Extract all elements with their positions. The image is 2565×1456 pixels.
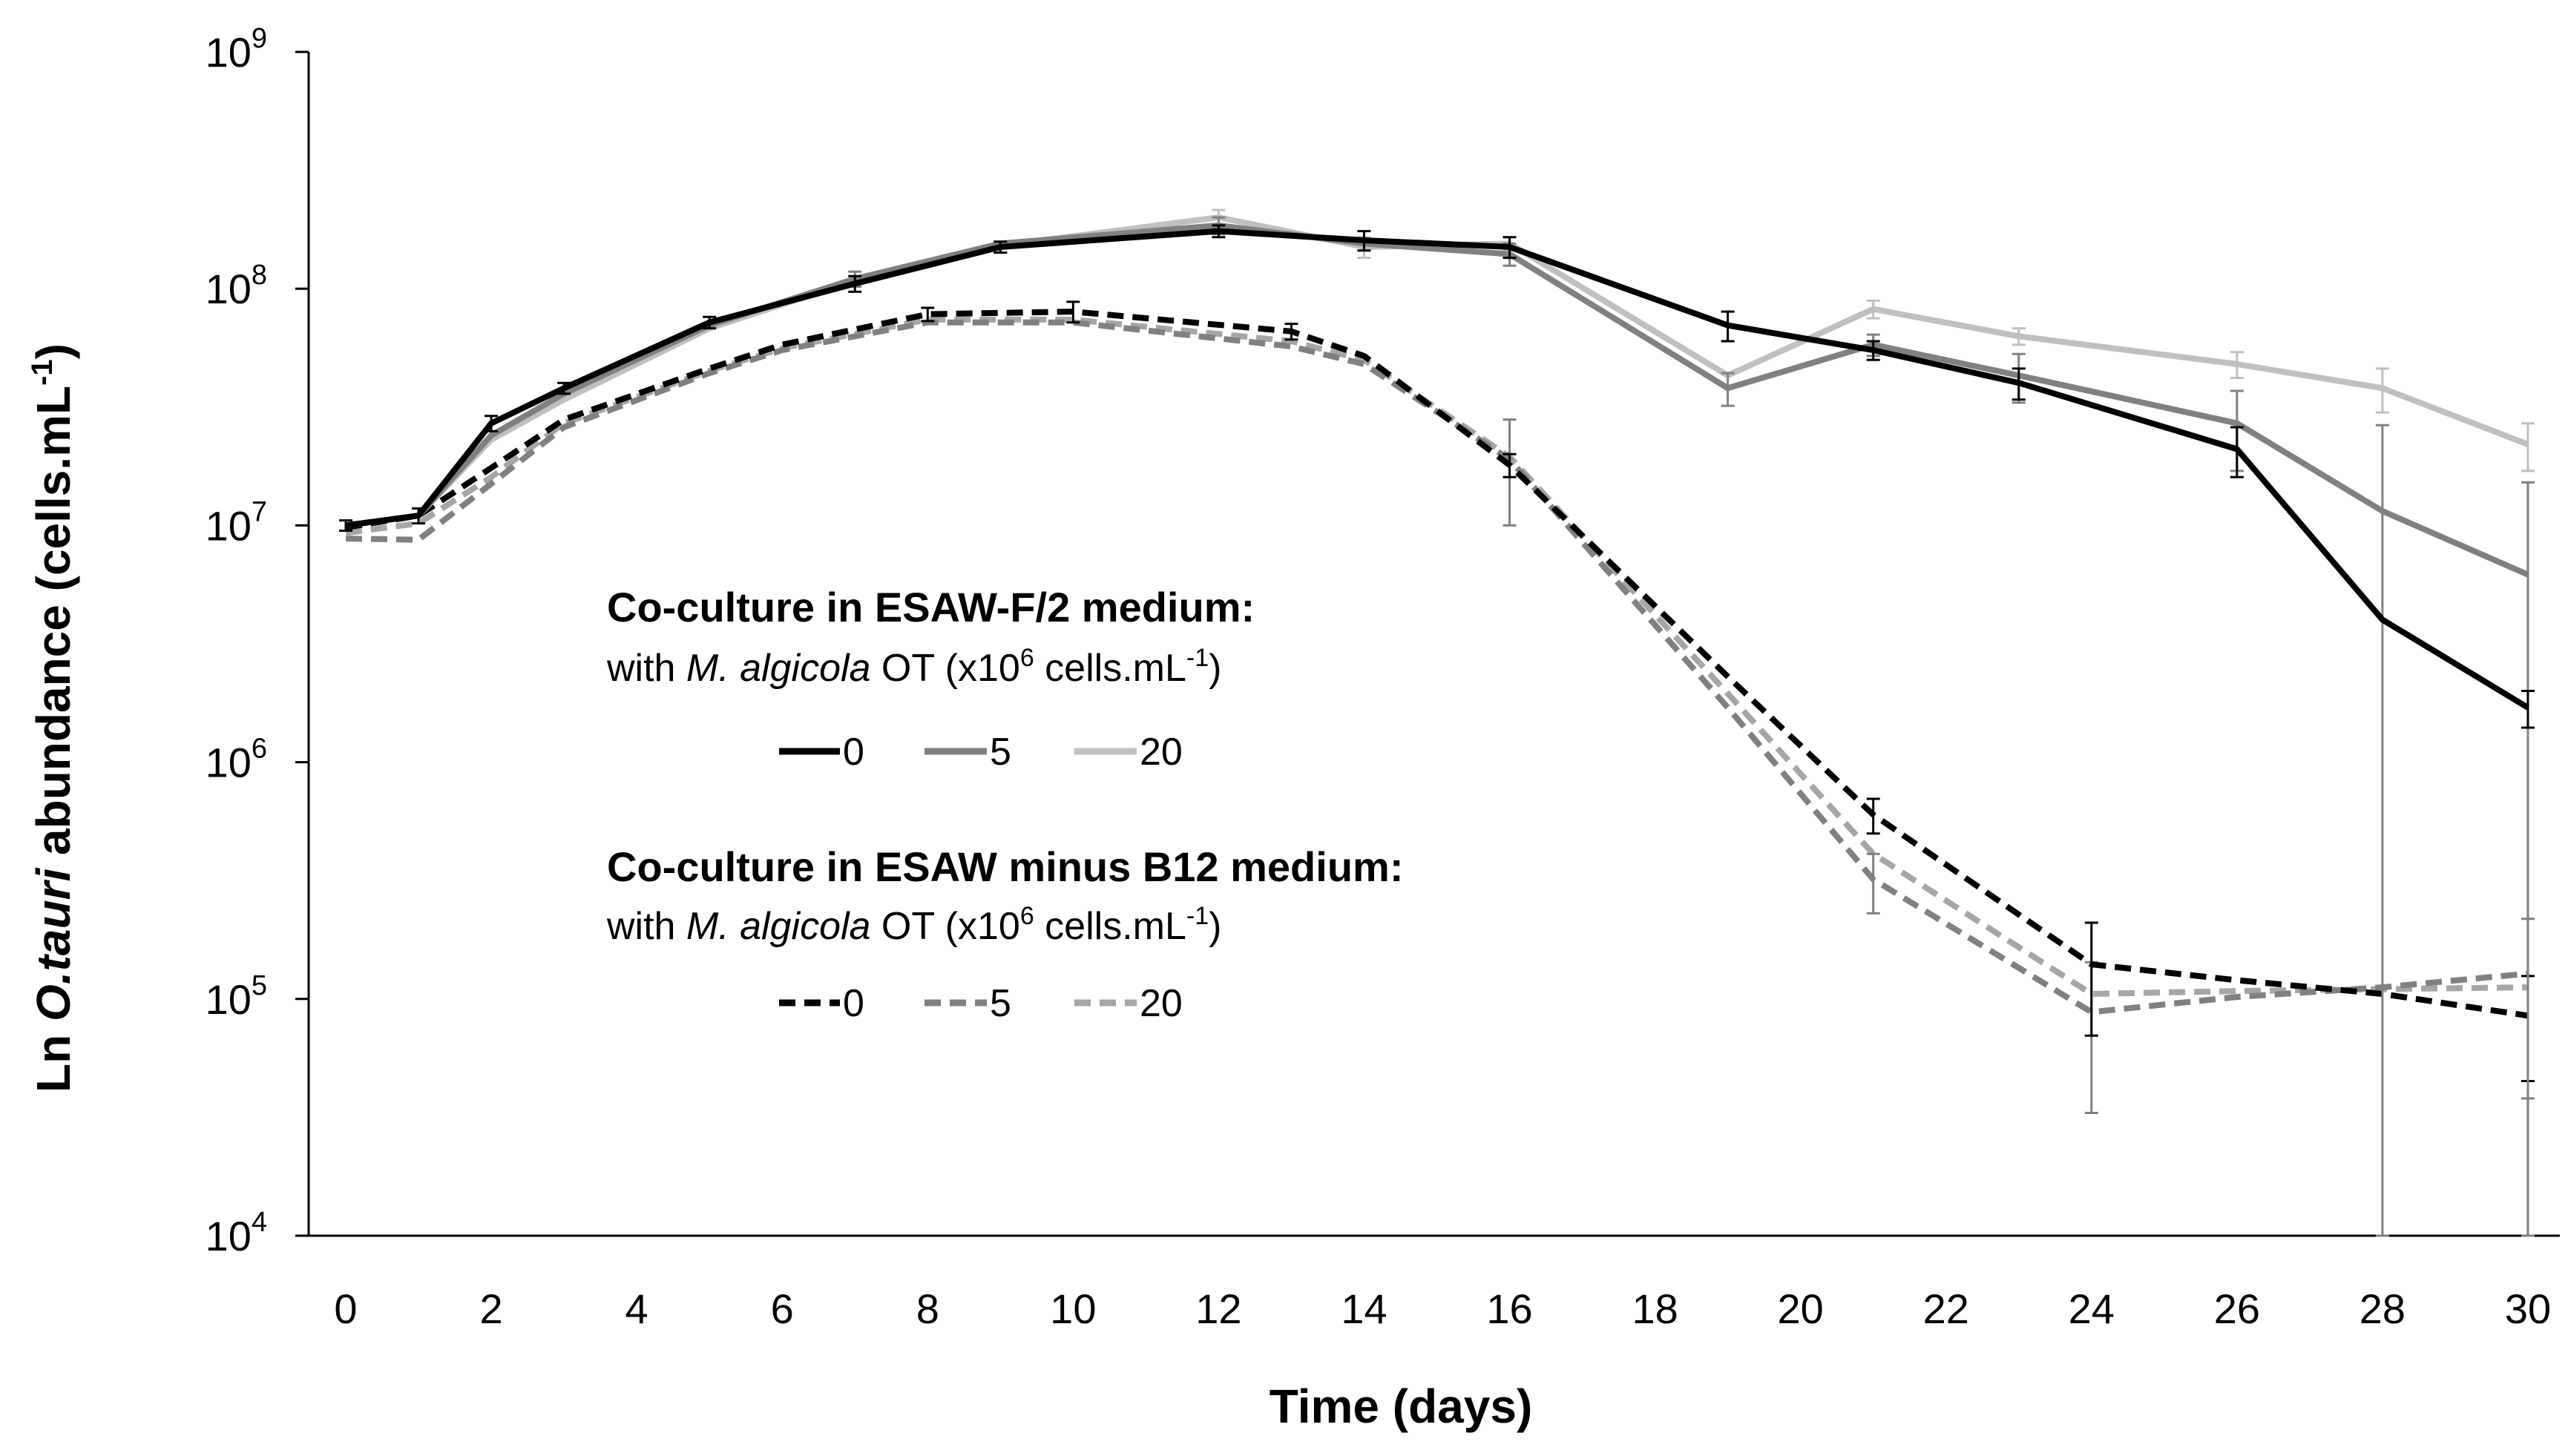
x-tick-label-6: 12 (1195, 1285, 1241, 1332)
x-tick-labels: 0 2 4 6 8 10 12 14 16 18 20 22 24 26 28 30 (334, 1285, 2551, 1332)
x-tick-label-11: 22 (1923, 1285, 1969, 1332)
legend-label-f2-0: 0 (843, 731, 864, 774)
series-1 (345, 216, 2535, 1237)
y-tick-label-2: 106 (206, 734, 267, 786)
axes (307, 52, 2560, 1237)
y-tick-label-0: 104 (206, 1207, 267, 1259)
legend-label-b12-20: 20 (1140, 982, 1183, 1025)
x-tick-label-7: 14 (1341, 1285, 1387, 1332)
x-tick-label-12: 24 (2069, 1285, 2115, 1332)
series-line-2 (345, 214, 2529, 529)
y-tick-label-4: 108 (206, 260, 267, 312)
x-tick-label-2: 4 (625, 1285, 648, 1332)
y-axis-title: Ln O.tauri abundance (cells.mL-1) (26, 343, 80, 1093)
series-line-1 (345, 222, 2529, 578)
y-tick-label-5: 109 (206, 23, 267, 76)
legend-group-1-title: Co-culture in ESAW-F/2 medium: (607, 584, 1255, 630)
series-5 (345, 316, 2529, 997)
x-tick-label-14: 28 (2359, 1285, 2405, 1332)
series-line-3 (345, 309, 2529, 1019)
legend: Co-culture in ESAW-F/2 medium: with M. a… (606, 584, 1403, 1025)
legend-group-2-subtitle: with M. algicola OT (x106 cells.mL-1) (606, 902, 1221, 948)
x-tick-label-5: 10 (1050, 1285, 1096, 1332)
x-tick-label-15: 30 (2505, 1285, 2551, 1332)
series-line-5 (345, 316, 2529, 997)
series-2 (345, 208, 2535, 529)
x-tick-label-10: 20 (1778, 1285, 1824, 1332)
series-layer (339, 208, 2535, 1237)
series-line-4 (345, 319, 2529, 1015)
series-0 (339, 224, 2535, 729)
series-line-0 (345, 228, 2530, 711)
legend-label-b12-5: 5 (990, 982, 1011, 1025)
x-tick-label-1: 2 (479, 1285, 502, 1332)
y-tick-labels: 104 105 106 107 108 109 (206, 23, 309, 1259)
x-tick-label-13: 26 (2214, 1285, 2260, 1332)
y-tick-label-1: 105 (206, 970, 267, 1023)
legend-group-2-title: Co-culture in ESAW minus B12 medium: (607, 843, 1403, 890)
x-tick-label-8: 16 (1486, 1285, 1532, 1332)
y-tick-label-3: 107 (206, 496, 267, 549)
x-tick-label-9: 18 (1632, 1285, 1678, 1332)
legend-label-f2-20: 20 (1140, 731, 1183, 774)
legend-label-f2-5: 5 (990, 731, 1011, 774)
x-tick-label-3: 6 (771, 1285, 794, 1332)
x-tick-label-0: 0 (334, 1285, 357, 1332)
x-axis-title: Time (days) (1270, 1380, 1533, 1433)
legend-label-b12-0: 0 (843, 982, 864, 1025)
legend-group-1-subtitle: with M. algicola OT (x106 cells.mL-1) (606, 644, 1221, 690)
x-tick-label-4: 8 (916, 1285, 939, 1332)
